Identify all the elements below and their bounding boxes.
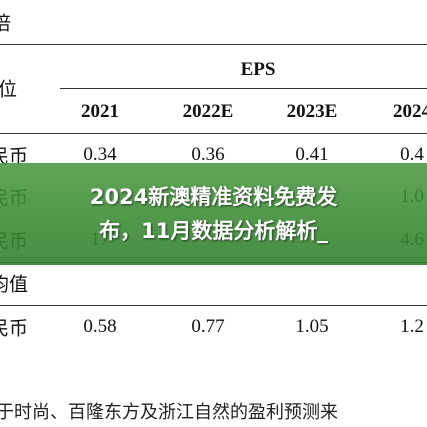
year-header: 2023E [286,101,338,122]
footnote: 于时尚、百隆东方及浙江自然的盈利预测来 [0,402,338,422]
cell: 1.2 [400,316,424,337]
row-label: 民币 [0,318,29,340]
year-header: 2024 [393,101,427,122]
cell: 0.34 [83,144,117,165]
group-label: EPS [240,59,276,80]
banner-line: 布，11月数据分析解析_ [99,219,328,243]
unit-label: 倍 [0,13,12,35]
rule [0,133,427,134]
column-label: 位 [0,79,18,101]
banner-line: 2024新澳精准资料免费发 [89,185,338,209]
cell: 0.77 [191,316,225,337]
cell: 0.36 [191,144,225,165]
cell: 0.41 [295,144,329,165]
cell: 0.58 [83,316,117,337]
rule [0,44,427,45]
title-banner[interactable]: 2024新澳精准资料免费发 布，11月数据分析解析_ [0,163,427,265]
row-label: 均值 [0,274,29,296]
year-header: 2022E [182,101,234,122]
year-header: 2021 [81,101,119,122]
row-label: 民币 [0,146,29,168]
rule [0,305,427,306]
rule [60,88,427,89]
cell: 0.4 [400,144,424,165]
cell: 1.05 [295,316,329,337]
